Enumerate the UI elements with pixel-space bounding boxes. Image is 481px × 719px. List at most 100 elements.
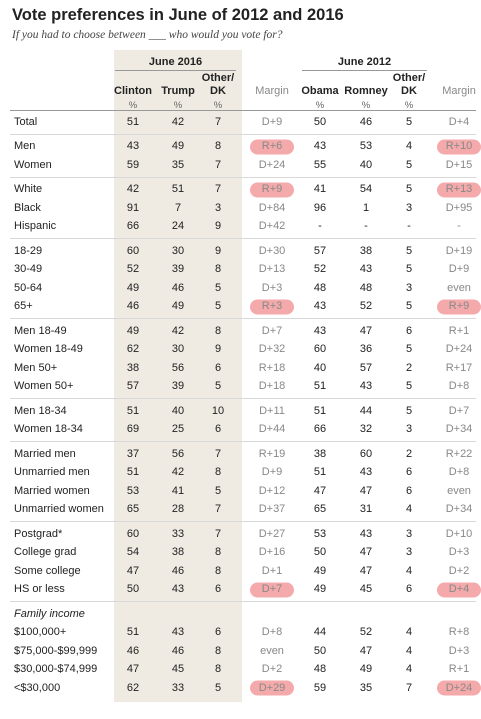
value-cell: 52 (359, 300, 373, 313)
value-cell: 9 (214, 220, 222, 233)
value-cell: 7 (174, 201, 182, 214)
row-label: Men 50+ (14, 361, 58, 374)
value-cell: 33 (171, 527, 185, 540)
margin-cell: D+24 (258, 158, 286, 171)
margin-cell: D+3 (448, 644, 470, 657)
value-cell: 3 (405, 423, 413, 436)
value-cell: 41 (313, 183, 327, 196)
value-cell: 4 (405, 663, 413, 676)
value-cell: 2 (405, 447, 413, 460)
value-cell: 6 (405, 324, 413, 337)
value-cell: 39 (171, 380, 185, 393)
margin-cell: D+42 (258, 220, 286, 233)
row-label: $75,000-$99,999 (14, 644, 98, 657)
group-rule (10, 441, 476, 442)
value-cell: 5 (405, 404, 413, 417)
value-cell: 51 (126, 626, 140, 639)
value-cell: 60 (313, 343, 327, 356)
margin-highlight (437, 582, 481, 598)
margin-cell: R+22 (445, 447, 473, 460)
unit-label: % (213, 100, 223, 111)
value-cell: 9 (214, 244, 222, 257)
margin-highlight (250, 182, 294, 198)
column-header: Trump (161, 85, 195, 97)
value-cell: 9 (214, 343, 222, 356)
value-cell: 38 (126, 361, 140, 374)
value-cell: 59 (313, 681, 327, 694)
margin-cell: D+7 (261, 583, 283, 596)
value-cell: 46 (126, 300, 140, 313)
margin-cell: R+10 (445, 140, 473, 153)
value-cell: 50 (313, 546, 327, 559)
value-cell: 7 (214, 115, 222, 128)
value-cell: 3 (405, 546, 413, 559)
row-label: $30,000-$74,999 (14, 663, 98, 676)
value-cell: 1 (362, 201, 370, 214)
margin-cell: D+9 (261, 466, 283, 479)
value-cell: 47 (359, 324, 373, 337)
value-cell: 43 (359, 527, 373, 540)
value-cell: 32 (359, 423, 373, 436)
group-rule (10, 133, 476, 135)
value-cell: 10 (211, 404, 225, 417)
value-cell: 53 (126, 484, 140, 497)
margin-cell: D+13 (258, 263, 286, 276)
margin-cell: D+4 (448, 583, 470, 596)
value-cell: 50 (126, 583, 140, 596)
row-label: Unmarried men (14, 466, 90, 479)
margin-cell: R+9 (448, 300, 470, 313)
value-cell: 39 (171, 263, 185, 276)
margin-cell: D+27 (258, 527, 286, 540)
margin-cell: even (447, 281, 471, 294)
row-label: Postgrad* (14, 527, 63, 540)
value-cell: 5 (405, 263, 413, 276)
margin-cell: D+34 (445, 503, 473, 516)
value-cell: 42 (171, 466, 185, 479)
value-cell: 4 (405, 140, 413, 153)
period-rule (115, 70, 236, 71)
value-cell: 43 (313, 140, 327, 153)
value-cell: 7 (214, 158, 222, 171)
value-cell: 51 (313, 380, 327, 393)
row-label: Unmarried women (14, 503, 104, 516)
row-label: $100,000+ (14, 626, 67, 639)
row-label: 18-29 (14, 244, 43, 257)
value-cell: 49 (126, 281, 140, 294)
value-cell: 47 (126, 564, 140, 577)
row-label: Women 50+ (14, 380, 74, 393)
margin-cell: R+19 (258, 447, 286, 460)
margin-cell: - (457, 220, 461, 233)
value-cell: 4 (405, 503, 413, 516)
value-cell: 36 (359, 343, 373, 356)
value-cell: 7 (214, 447, 222, 460)
margin-cell: D+8 (448, 380, 470, 393)
row-label: Men (14, 140, 36, 153)
margin-cell: D+10 (445, 527, 473, 540)
value-cell: 60 (126, 244, 140, 257)
value-cell: 49 (313, 583, 327, 596)
value-cell: 52 (359, 626, 373, 639)
margin-highlight (437, 139, 481, 155)
row-label: White (14, 183, 43, 196)
value-cell: 5 (214, 681, 222, 694)
value-cell: 44 (313, 626, 327, 639)
value-cell: 30 (171, 244, 185, 257)
margin-highlight (437, 182, 481, 198)
row-label: Some college (14, 564, 81, 577)
group-rule (10, 398, 476, 399)
value-cell: 49 (359, 663, 373, 676)
value-cell: 60 (359, 447, 373, 460)
value-cell: 56 (171, 447, 185, 460)
margin-cell: D+37 (258, 503, 286, 516)
margin-cell: D+84 (258, 201, 286, 214)
value-cell: 42 (171, 324, 185, 337)
value-cell: 25 (171, 423, 185, 436)
value-cell: 3 (405, 281, 413, 294)
margin-cell: D+3 (261, 281, 283, 294)
value-cell: 2 (405, 361, 413, 374)
value-cell: 5 (214, 281, 222, 294)
value-cell: 40 (313, 361, 327, 374)
margin-cell: D+8 (261, 626, 283, 639)
value-cell: 3 (405, 527, 413, 540)
value-cell: 40 (359, 158, 373, 171)
